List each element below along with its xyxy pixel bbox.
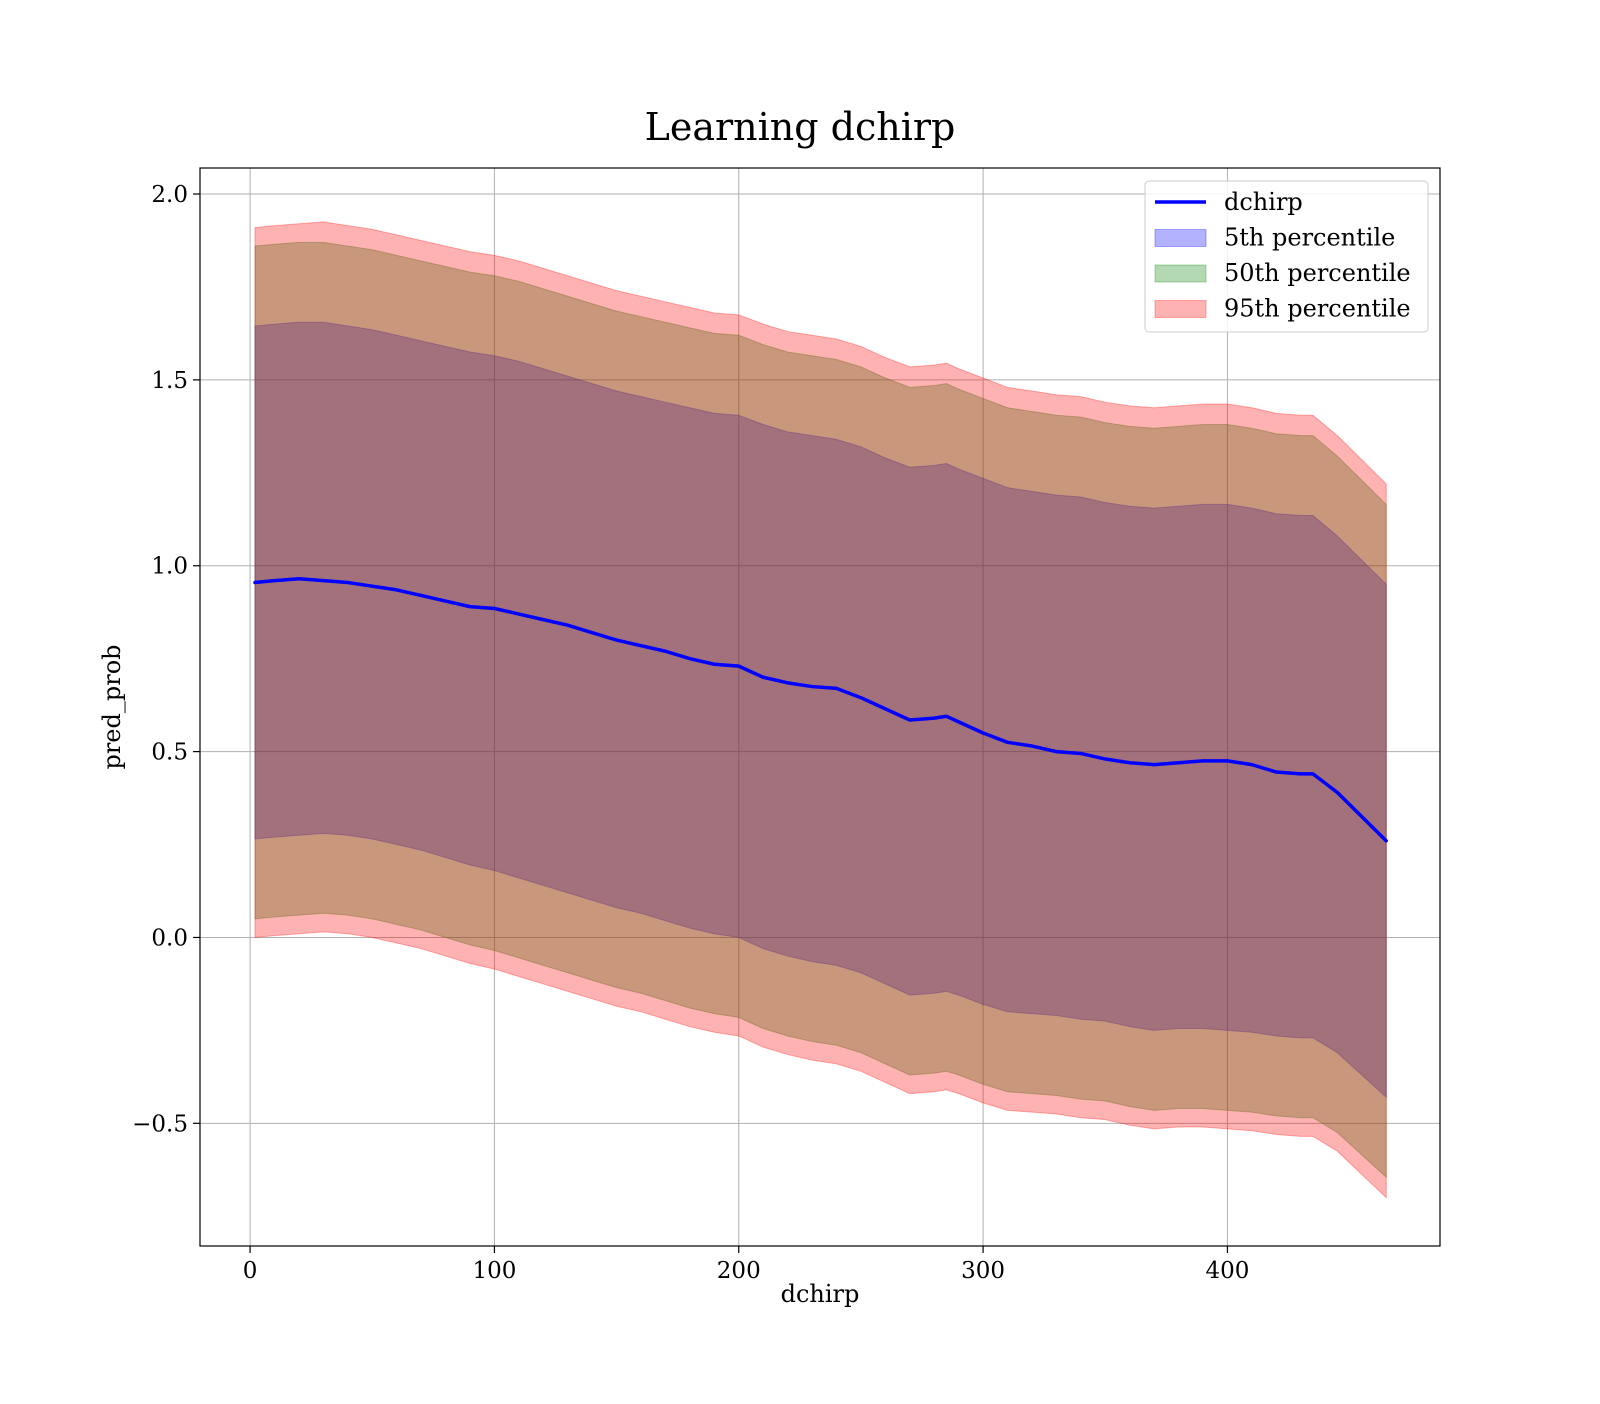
legend-label: 5th percentile bbox=[1224, 224, 1395, 252]
x-tick-label: 0 bbox=[243, 1258, 258, 1284]
x-axis-ticks: 0 100 200 300 400 bbox=[243, 1246, 1249, 1284]
legend-swatch-5th-percentile bbox=[1154, 229, 1207, 247]
chart-title: Learning dchirp bbox=[645, 105, 956, 149]
plot-area bbox=[200, 168, 1440, 1246]
legend-box bbox=[1144, 180, 1429, 333]
band-5th-percentile bbox=[254, 321, 1387, 1099]
line-layer bbox=[253, 577, 1388, 843]
x-tick-label: 300 bbox=[961, 1258, 1005, 1284]
y-tick-label: −0.5 bbox=[132, 1111, 188, 1137]
plot-frame bbox=[199, 167, 1441, 1247]
x-axis-label: dchirp bbox=[781, 1280, 860, 1308]
y-axis-label: pred_prob bbox=[98, 644, 126, 769]
y-axis-ticks: −0.5 0.0 0.5 1.0 1.5 2.0 bbox=[132, 182, 200, 1137]
x-tick-label: 200 bbox=[717, 1258, 761, 1284]
series-line-dchirp bbox=[253, 577, 1388, 843]
x-tick-label: 400 bbox=[1205, 1258, 1249, 1284]
band-95th-percentile bbox=[254, 221, 1387, 1199]
legend-label: dchirp bbox=[1224, 188, 1303, 216]
legend: dchirp 5th percentile 50th percentile 95th … bbox=[1144, 180, 1429, 333]
x-tick-label: 100 bbox=[472, 1258, 516, 1284]
legend-swatch-50th-percentile bbox=[1154, 264, 1207, 283]
y-tick-label: 1.0 bbox=[151, 554, 188, 580]
y-tick-label: 1.5 bbox=[151, 368, 188, 394]
bands-layer bbox=[254, 221, 1387, 1199]
legend-swatch-95th-percentile bbox=[1154, 300, 1207, 318]
band-50th-percentile bbox=[254, 241, 1387, 1179]
y-tick-label: 2.0 bbox=[151, 182, 188, 208]
y-tick-label: 0.0 bbox=[151, 925, 188, 951]
legend-label: 95th percentile bbox=[1224, 295, 1411, 323]
y-tick-label: 0.5 bbox=[151, 740, 188, 766]
legend-label: 50th percentile bbox=[1224, 259, 1411, 287]
